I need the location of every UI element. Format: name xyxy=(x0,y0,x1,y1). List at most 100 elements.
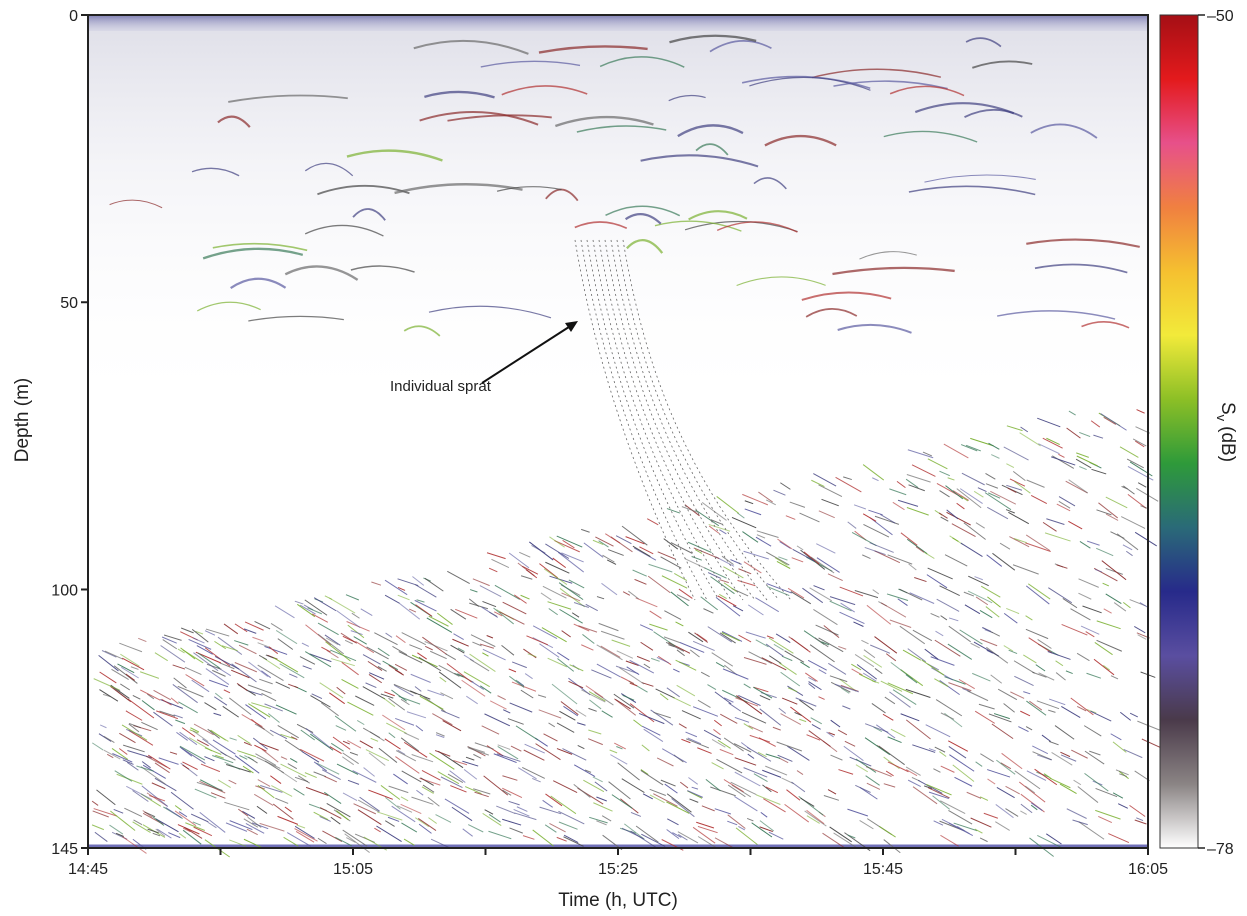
echo-trace xyxy=(318,838,327,843)
echo-trace xyxy=(525,674,532,679)
echo-trace xyxy=(692,787,698,789)
echo-trace xyxy=(245,622,264,630)
echo-trace xyxy=(671,543,692,554)
echo-trace xyxy=(906,675,917,683)
echo-trace xyxy=(450,786,466,793)
echo-trace xyxy=(735,758,756,766)
echo-trace xyxy=(912,465,935,477)
echo-trace xyxy=(420,696,443,709)
echo-trace xyxy=(578,626,597,632)
echo-trace xyxy=(687,791,702,798)
echo-trace xyxy=(640,625,653,631)
echo-trace xyxy=(473,754,481,758)
echo-trace xyxy=(348,780,359,784)
echo-trace xyxy=(243,766,253,773)
echo-trace xyxy=(971,643,980,648)
echo-trace xyxy=(502,645,514,655)
echo-trace xyxy=(214,641,225,648)
echo-trace xyxy=(342,757,353,765)
echo-trace xyxy=(218,780,231,788)
echo-trace xyxy=(935,640,961,656)
echo-trace xyxy=(661,557,682,568)
echo-trace xyxy=(961,543,983,556)
echo-trace xyxy=(828,574,843,581)
echo-trace xyxy=(388,817,399,821)
echo-trace xyxy=(353,771,377,783)
echo-trace xyxy=(553,781,577,793)
echo-trace xyxy=(488,831,511,839)
echo-trace xyxy=(572,613,579,617)
echo-trace xyxy=(1134,626,1145,632)
echo-trace xyxy=(948,810,972,824)
echo-trace xyxy=(318,634,344,654)
echo-trace xyxy=(1048,710,1055,712)
echo-trace xyxy=(944,677,965,685)
echo-trace xyxy=(301,730,315,740)
echo-trace xyxy=(569,681,584,688)
echo-trace xyxy=(521,595,530,599)
echo-trace xyxy=(1023,655,1036,663)
echo-trace xyxy=(407,712,426,718)
echo-trace xyxy=(404,742,427,757)
echo-trace xyxy=(271,786,292,797)
echo-trace xyxy=(401,738,419,751)
echo-trace xyxy=(586,686,603,698)
echo-trace xyxy=(1138,483,1146,487)
echo-trace xyxy=(285,807,292,812)
echo-trace xyxy=(578,745,585,748)
echo-trace xyxy=(744,768,768,777)
echo-trace xyxy=(673,669,679,672)
echo-trace xyxy=(682,711,701,719)
echo-trace xyxy=(1084,726,1101,736)
echo-trace xyxy=(588,708,596,711)
echo-trace xyxy=(991,675,1002,683)
echo-trace xyxy=(893,502,905,509)
echo-trace xyxy=(551,796,576,814)
echo-trace xyxy=(649,564,673,572)
echo-trace xyxy=(971,818,992,827)
echo-trace xyxy=(1042,735,1051,741)
echo-trace xyxy=(322,770,340,780)
surface-band xyxy=(88,15,1148,31)
echo-trace xyxy=(484,714,509,726)
echo-trace xyxy=(641,770,648,775)
echo-trace xyxy=(1046,834,1061,844)
echo-trace xyxy=(907,539,927,553)
echo-trace xyxy=(234,641,248,646)
echo-trace xyxy=(487,636,493,638)
echo-trace xyxy=(175,806,181,811)
echo-trace xyxy=(748,605,763,615)
y-tick-label: 145 xyxy=(51,841,78,858)
echo-trace xyxy=(275,606,294,618)
echo-trace xyxy=(1126,551,1132,555)
echo-trace xyxy=(1086,673,1100,678)
echo-trace xyxy=(766,787,778,793)
echo-trace xyxy=(758,492,772,502)
echo-trace xyxy=(223,706,239,717)
echo-trace xyxy=(1025,786,1035,793)
echo-trace xyxy=(558,811,584,824)
echo-trace xyxy=(940,801,965,814)
echo-trace xyxy=(838,730,847,735)
echo-trace xyxy=(337,687,346,694)
echo-trace xyxy=(960,489,982,504)
echo-trace xyxy=(123,745,145,752)
echo-trace xyxy=(1014,676,1033,685)
echo-trace xyxy=(937,599,959,611)
echo-trace xyxy=(639,547,653,554)
echo-trace xyxy=(385,739,401,749)
echo-trace xyxy=(782,698,797,704)
echo-trace xyxy=(913,787,937,804)
echo-trace xyxy=(861,640,868,644)
echo-trace xyxy=(1026,586,1049,604)
echo-trace xyxy=(541,593,551,600)
echo-trace xyxy=(979,704,995,709)
echo-trace xyxy=(1061,706,1080,717)
echo-trace xyxy=(651,658,659,661)
echo-trace xyxy=(280,664,305,678)
echo-trace xyxy=(175,720,185,724)
echo-trace xyxy=(664,611,681,620)
echo-trace xyxy=(204,703,216,710)
colorbar-label-main: S xyxy=(1217,402,1238,415)
echo-trace xyxy=(376,826,401,842)
